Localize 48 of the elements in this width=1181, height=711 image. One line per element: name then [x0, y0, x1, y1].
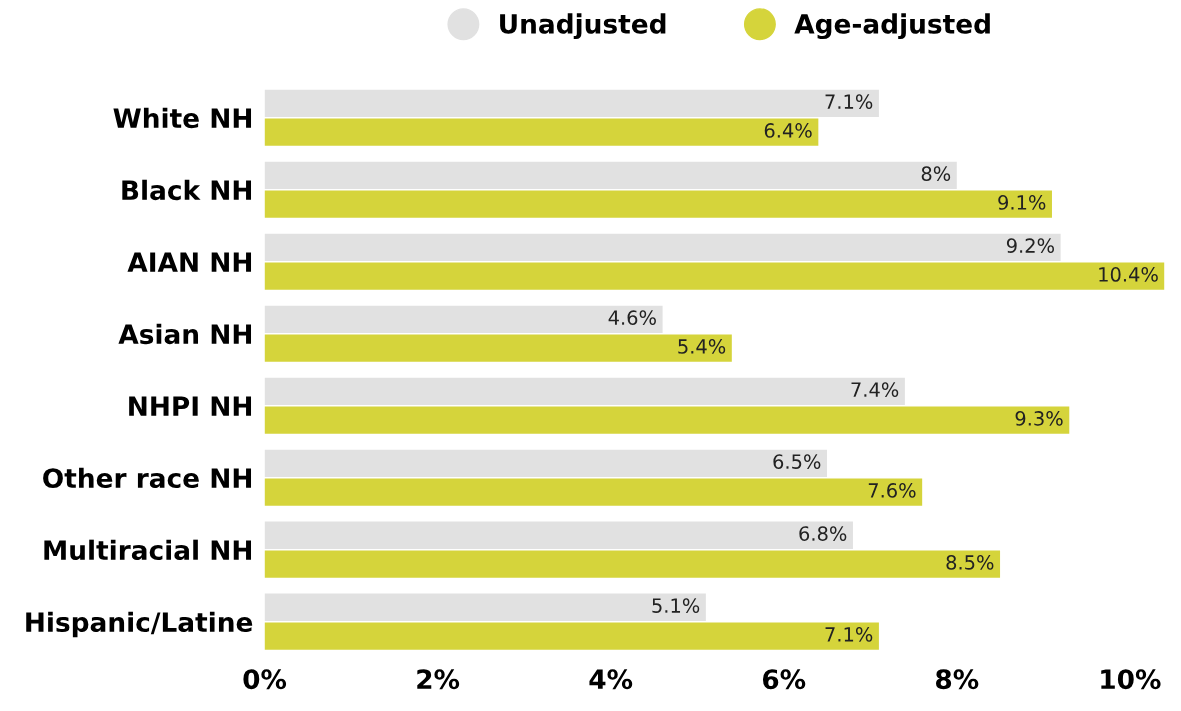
bar — [264, 377, 905, 405]
data-label: 5.1% — [652, 598, 700, 613]
data-label: 9.2% — [1006, 238, 1054, 253]
y-tick-label: Other race NH — [43, 467, 252, 489]
data-label: 4.6% — [608, 310, 656, 325]
y-tick-label: Multiracial NH — [44, 539, 252, 561]
bar — [264, 521, 853, 549]
y-tick-label: AIAN NH — [127, 252, 252, 272]
bar — [264, 593, 706, 621]
y-tick-label: NHPI NH — [129, 396, 252, 416]
x-tick-label: 8% — [936, 669, 979, 690]
y-tick-label: White NH — [113, 107, 252, 129]
bar — [264, 233, 1061, 262]
data-label: 6.4% — [764, 123, 812, 138]
bar — [264, 305, 663, 334]
data-label: 5.4% — [678, 339, 726, 354]
y-tick-label: Asian NH — [118, 323, 252, 345]
legend-label: Unadjusted — [500, 13, 666, 40]
x-tick-label: 10% — [1101, 669, 1161, 690]
bar — [264, 334, 732, 362]
data-label: 7.6% — [868, 483, 916, 498]
y-tick-label: Hispanic/Latine — [26, 611, 253, 638]
bar — [264, 449, 827, 477]
x-tick-label: 2% — [417, 669, 460, 690]
x-tick-label: 4% — [589, 669, 633, 690]
y-tick-label: Black NH — [122, 179, 252, 201]
bar — [264, 190, 1052, 218]
data-label: 6.5% — [773, 454, 821, 469]
bar — [264, 89, 879, 118]
data-label: 9.3% — [1015, 411, 1063, 426]
bar — [264, 262, 1165, 290]
bar — [264, 550, 1001, 578]
x-tick-label: 6% — [762, 669, 806, 690]
bar — [264, 622, 879, 650]
bar — [264, 161, 957, 190]
bar — [264, 118, 819, 146]
data-label: 7.1% — [825, 94, 873, 109]
bar — [264, 406, 1070, 434]
data-label: 8.5% — [946, 555, 994, 570]
x-tick-label: 0% — [243, 669, 287, 690]
bar — [264, 478, 923, 506]
data-label: 8% — [921, 166, 951, 181]
data-label: 10.4% — [1099, 267, 1158, 282]
data-label: 7.4% — [851, 382, 899, 397]
data-label: 9.1% — [998, 195, 1046, 210]
data-label: 6.8% — [799, 526, 847, 541]
legend-label: Age-adjusted — [794, 13, 990, 40]
data-label: 7.1% — [825, 627, 873, 642]
